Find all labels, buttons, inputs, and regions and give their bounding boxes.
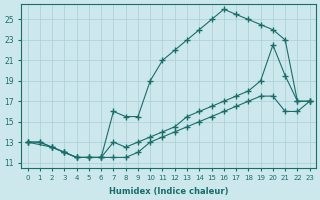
X-axis label: Humidex (Indice chaleur): Humidex (Indice chaleur) (109, 187, 228, 196)
